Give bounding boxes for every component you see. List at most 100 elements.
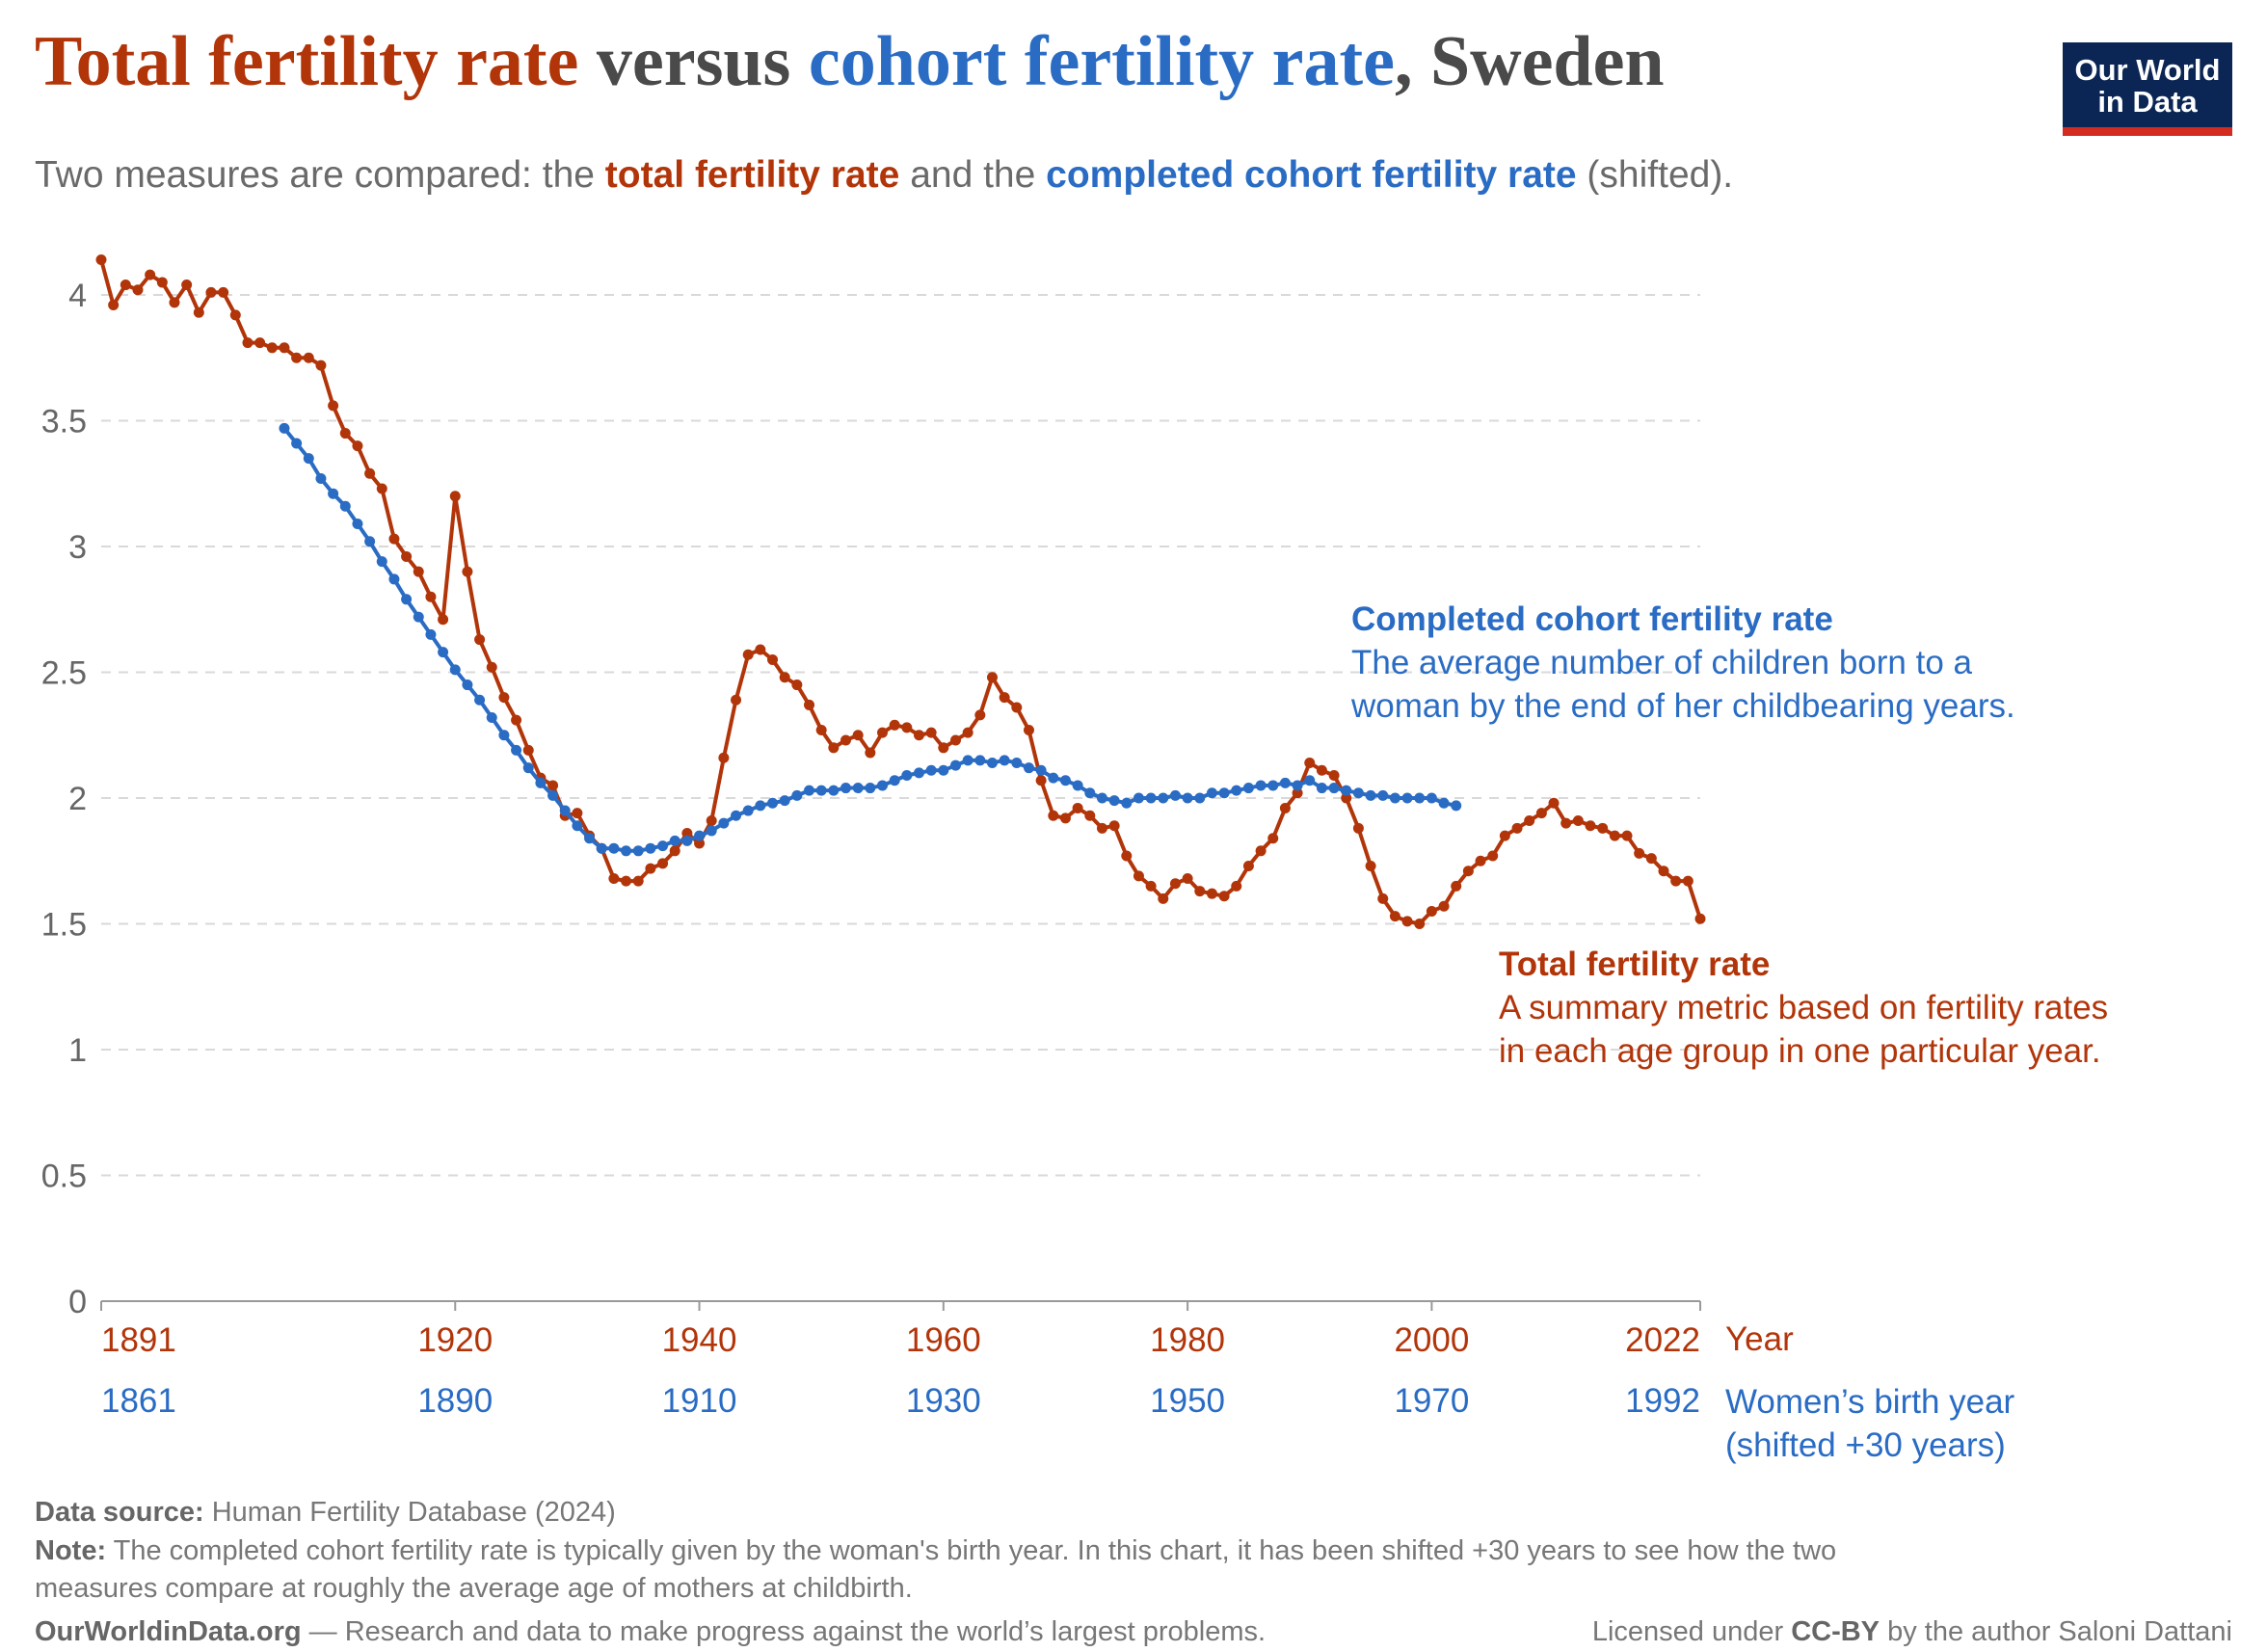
tfr-point: [1670, 875, 1682, 887]
tfr-point: [608, 873, 620, 885]
x-tick-label-year: 1891: [101, 1321, 176, 1359]
tfr-point: [1475, 855, 1486, 866]
tfr-point: [145, 269, 156, 280]
tfr-annotation-text: in each age group in one particular year…: [1499, 1032, 2101, 1070]
cohort-point: [1059, 775, 1071, 786]
cohort-point: [328, 488, 339, 499]
data-source: Data source: Human Fertility Database (2…: [35, 1496, 616, 1529]
x-tick-label-birth-year: 1930: [906, 1382, 981, 1420]
tfr-point: [108, 299, 120, 310]
cohort-point: [1401, 792, 1413, 804]
tfr-point: [425, 591, 437, 602]
cohort-point: [1231, 785, 1242, 796]
cohort-point: [511, 744, 522, 756]
tfr-point: [438, 614, 449, 626]
cohort-point: [804, 785, 815, 796]
x-axis-label-year: Year: [1725, 1320, 1794, 1358]
cohort-point: [913, 767, 924, 779]
x-tick-label-year: 1960: [906, 1321, 981, 1359]
cohort-point: [1158, 792, 1169, 804]
tfr-point: [1511, 822, 1523, 834]
tagline: — Research and data to make progress aga…: [301, 1616, 1267, 1647]
tfr-point: [669, 845, 680, 857]
cohort-point: [547, 789, 559, 801]
tfr-point: [1414, 919, 1426, 929]
cohort-point: [999, 755, 1010, 766]
y-tick-label: 3.5: [41, 404, 87, 440]
cohort-point: [1011, 757, 1023, 768]
tfr-point: [1352, 822, 1364, 834]
cohort-point: [1072, 780, 1083, 791]
tfr-point: [1096, 822, 1107, 834]
tfr-point: [1169, 878, 1181, 890]
owid-logo[interactable]: Our World in Data: [2063, 42, 2232, 136]
tfr-point: [1499, 830, 1510, 841]
tfr-line: [99, 258, 1702, 926]
tfr-annotation: Total fertility rate A summary metric ba…: [1499, 943, 2108, 1073]
cohort-point: [755, 800, 766, 812]
y-tick-label: 2: [68, 781, 87, 817]
cohort-point: [962, 755, 973, 766]
tfr-point: [706, 814, 717, 826]
cohort-point: [1169, 789, 1181, 801]
cohort-point: [779, 795, 790, 807]
license-text: Licensed under: [1591, 1616, 1792, 1647]
tfr-point: [205, 286, 217, 298]
tfr-point: [1158, 893, 1169, 904]
tfr-point: [242, 337, 253, 349]
cohort-point: [303, 453, 314, 465]
tfr-point: [877, 727, 889, 738]
cohort-point: [1255, 780, 1267, 791]
tfr-point: [1634, 847, 1645, 859]
cohort-point: [1377, 789, 1389, 801]
y-tick-label: 2.5: [41, 655, 87, 692]
y-tick-label: 1: [68, 1032, 87, 1069]
tfr-point: [731, 694, 742, 706]
tfr-point: [1560, 817, 1572, 829]
cohort-point: [840, 783, 852, 794]
note: Note: The completed cohort fertility rat…: [35, 1534, 1836, 1567]
tfr-point: [1585, 820, 1596, 832]
cohort-point: [535, 777, 547, 788]
cohort-point: [315, 473, 327, 485]
cohort-point: [645, 842, 656, 854]
tfr-point: [95, 253, 107, 265]
tfr-point: [632, 875, 644, 887]
tfr-point: [1011, 702, 1023, 713]
tfr-point: [1279, 802, 1291, 813]
x-axis-label-birth-year-line1: Women’s birth year: [1725, 1383, 2015, 1421]
cohort-point: [1121, 797, 1133, 809]
tfr-point: [1072, 802, 1083, 813]
cohort-point: [718, 817, 730, 829]
tfr-point: [1426, 905, 1437, 917]
tfr-point: [498, 692, 510, 704]
license-link[interactable]: CC-BY: [1791, 1616, 1880, 1647]
tfr-point: [1194, 886, 1206, 897]
tfr-point: [572, 808, 583, 819]
cohort-point: [1267, 780, 1279, 791]
cohort-point: [462, 679, 473, 691]
cohort-point: [596, 842, 607, 854]
cohort-point: [522, 762, 534, 774]
cohort-annotation-text: woman by the end of her childbearing yea…: [1351, 687, 2015, 725]
tfr-point: [474, 634, 486, 646]
cohort-point: [865, 783, 876, 794]
tfr-point: [181, 280, 193, 291]
cohort-point: [681, 835, 693, 846]
cohort-point: [364, 536, 376, 547]
cohort-point: [388, 573, 400, 585]
cohort-annotation-title: Completed cohort fertility rate: [1351, 600, 1833, 638]
tfr-point: [621, 875, 632, 887]
tfr-point: [1645, 853, 1657, 865]
tfr-point: [401, 550, 413, 562]
cohort-point: [572, 820, 583, 832]
site-link[interactable]: OurWorldinData.org: [35, 1616, 302, 1647]
tfr-point: [1304, 757, 1316, 768]
cohort-point: [1108, 795, 1120, 807]
cohort-point: [1389, 792, 1400, 804]
tfr-point: [522, 744, 534, 756]
tfr-point: [376, 483, 387, 494]
tfr-point: [1365, 860, 1376, 871]
cohort-point: [669, 835, 680, 846]
